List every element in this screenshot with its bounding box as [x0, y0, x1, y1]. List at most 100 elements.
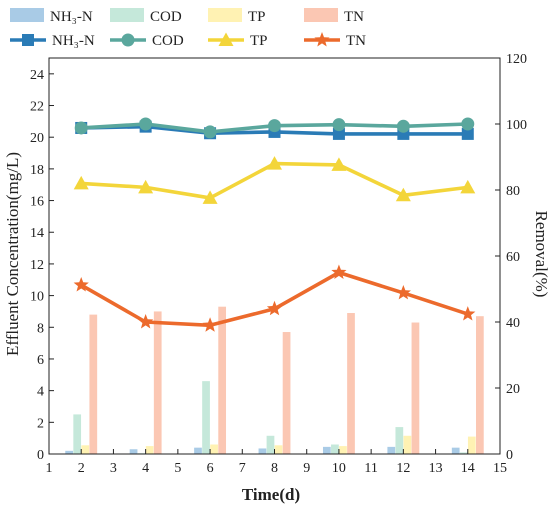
legend-marker-tp	[218, 32, 234, 46]
bar-tn-day-14	[476, 316, 484, 454]
bar-tp-day-14	[467, 436, 476, 454]
marker-tn-day-6	[202, 317, 218, 332]
bar-tn-day-10	[347, 313, 355, 454]
bar-nhn-day-14	[451, 447, 460, 454]
x-tick-label-12: 12	[396, 461, 410, 476]
legend-line-label-tp: TP	[250, 33, 268, 49]
x-tick-label-3: 3	[110, 461, 117, 476]
bar-nhn-day-8	[258, 448, 267, 454]
y-left-tick-label-2: 2	[37, 416, 44, 431]
bar-tn-day-6	[218, 306, 227, 454]
x-tick-label-1: 1	[46, 461, 53, 476]
legend-bar-label-tn: TN	[344, 9, 364, 25]
y-axis-right-title: Removal(%)	[532, 211, 550, 298]
bar-nhn-day-2	[65, 450, 73, 454]
marker-tn-day-2	[73, 277, 89, 292]
marker-cod-day-6	[203, 125, 217, 139]
marker-cod-day-8	[268, 119, 281, 133]
marker-tn-day-12	[395, 284, 411, 300]
x-tick-label-13: 13	[429, 461, 443, 476]
x-tick-label-4: 4	[142, 461, 149, 476]
y-left-tick-label-8: 8	[37, 321, 44, 336]
marker-tn-day-4	[138, 314, 154, 329]
x-tick-label-9: 9	[303, 461, 310, 476]
bar-cod-day-8	[266, 435, 275, 454]
bar-cod-day-14	[459, 452, 468, 454]
marker-nhn-day-14	[461, 127, 474, 140]
y-left-tick-label-6: 6	[37, 353, 44, 368]
bar-nhn-day-10	[322, 446, 331, 454]
bar-cod-day-6	[202, 381, 210, 454]
plot-frame	[48, 57, 501, 455]
marker-nhn-day-12	[397, 127, 410, 140]
x-tick-label-6: 6	[207, 461, 214, 476]
legend-marker-nhn	[22, 34, 34, 46]
marker-cod-day-4	[139, 117, 153, 131]
marker-tp-day-10	[331, 157, 347, 171]
legend-line-label-nhn: NH₃-N	[52, 33, 95, 49]
bar-cod-day-2	[73, 414, 82, 454]
bar-cod-day-12	[395, 427, 404, 454]
y-right-tick-label-80: 80	[506, 184, 520, 199]
legend-bar-label-tp: TP	[248, 9, 266, 25]
y-right-tick-label-0: 0	[506, 448, 513, 463]
marker-cod-day-14	[461, 117, 475, 131]
legend-line-label-cod: COD	[152, 33, 184, 49]
x-tick-label-5: 5	[174, 461, 181, 476]
marker-tp-day-8	[267, 156, 282, 170]
marker-tn-day-10	[331, 264, 347, 279]
y-axis-left-title: Effluent Concentration(mg/L)	[3, 152, 22, 356]
bar-tn-day-4	[153, 311, 162, 454]
marker-tp-day-2	[73, 175, 89, 190]
x-tick-label-14: 14	[461, 461, 475, 476]
legend-bar-label-cod: COD	[150, 9, 182, 25]
legend-bar-label-nhn: NH₃-N	[50, 9, 93, 25]
bar-nhn-day-6	[194, 447, 202, 454]
bar-nhn-day-4	[129, 449, 138, 454]
bar-tn-day-12	[411, 322, 420, 454]
bar-tn-day-2	[89, 314, 98, 454]
y-left-tick-label-14: 14	[30, 226, 44, 241]
x-tick-label-15: 15	[493, 461, 507, 476]
y-right-tick-label-20: 20	[506, 382, 520, 397]
x-tick-label-11: 11	[364, 461, 377, 476]
bar-tp-day-12	[403, 435, 412, 454]
marker-tp-day-12	[395, 187, 411, 202]
y-left-tick-label-4: 4	[37, 385, 44, 400]
marker-tp-day-4	[138, 179, 154, 194]
y-left-tick-label-10: 10	[30, 290, 44, 305]
marker-cod-day-2	[74, 121, 88, 135]
marker-cod-day-12	[396, 119, 410, 133]
legend-line-label-tn: TN	[346, 33, 366, 49]
y-right-tick-label-60: 60	[506, 250, 520, 265]
y-left-tick-label-16: 16	[30, 195, 44, 210]
y-right-tick-label-100: 100	[506, 118, 527, 133]
y-left-tick-label-12: 12	[30, 258, 44, 273]
bar-tp-day-2	[81, 445, 90, 454]
y-left-tick-label-22: 22	[30, 100, 44, 115]
y-left-tick-label-18: 18	[30, 163, 44, 178]
bar-tn-day-8	[282, 332, 291, 454]
bar-tp-day-8	[274, 445, 283, 454]
bar-tp-day-4	[145, 446, 154, 454]
x-tick-label-7: 7	[239, 461, 246, 476]
marker-cod-day-10	[332, 118, 346, 132]
line-tn	[80, 270, 469, 328]
legend: NH₃-N COD TP TN NH₃-N COD TP TN	[10, 8, 366, 49]
y-right-tick-label-120: 120	[506, 52, 527, 67]
y-left-tick-label-24: 24	[30, 68, 44, 83]
x-tick-label-10: 10	[332, 461, 346, 476]
marker-tp-day-14	[460, 179, 476, 194]
y-right-tick-label-40: 40	[506, 316, 520, 331]
x-axis-title: Time(d)	[242, 485, 300, 504]
axes-layer: 1 2 3 4 5 6 7 8 9 10 11 12 13 14 150246810121416182022…	[30, 52, 527, 476]
legend-bar-swatch-tp	[208, 8, 242, 22]
bar-nhn-day-12	[387, 446, 396, 454]
bars-layer	[65, 306, 484, 455]
legend-marker-tn	[314, 32, 330, 47]
y-left-tick-label-20: 20	[30, 131, 44, 146]
x-tick-label-8: 8	[271, 461, 278, 476]
bar-tp-day-6	[210, 444, 218, 454]
marker-tp-day-6	[202, 190, 218, 204]
